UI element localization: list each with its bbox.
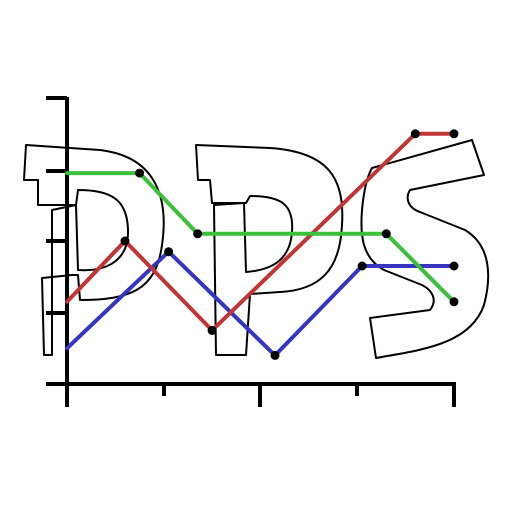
data-point-2-4 xyxy=(449,129,459,139)
data-point-3-4 xyxy=(449,297,459,307)
data-point-2-3 xyxy=(410,129,420,139)
data-point-3-1 xyxy=(135,168,145,178)
series-line-1 xyxy=(65,249,456,358)
data-point-3-2 xyxy=(193,229,203,239)
dps-logo-watermark xyxy=(23,139,490,359)
data-point-2-1 xyxy=(120,236,130,246)
data-point-2-2 xyxy=(207,325,217,335)
data-point-1-1 xyxy=(164,247,174,257)
axes xyxy=(46,96,456,407)
data-point-1-3 xyxy=(357,261,367,271)
data-point-3-3 xyxy=(381,229,391,239)
data-point-1-2 xyxy=(270,350,280,360)
logo-letter-s xyxy=(360,139,490,359)
points-layer xyxy=(120,129,459,360)
data-point-1-4 xyxy=(449,261,459,271)
logo-letter-d xyxy=(23,144,165,356)
logo-letter-p xyxy=(195,144,344,356)
